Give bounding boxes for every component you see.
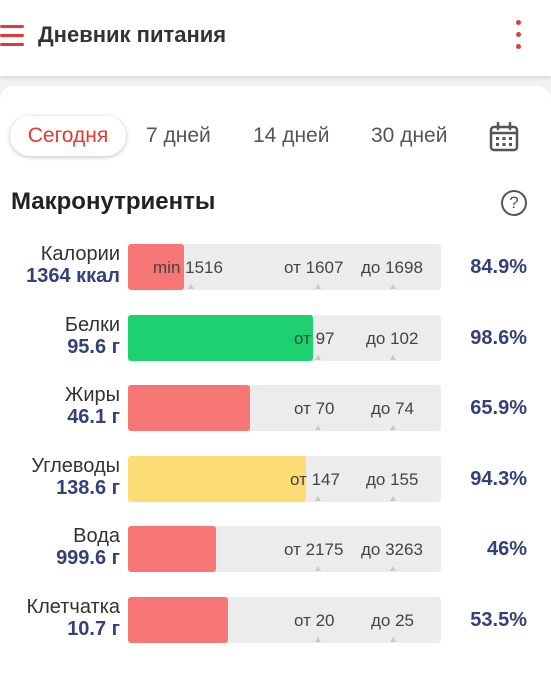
app-title: Дневник питания <box>38 22 227 47</box>
range-to-label: до 25 <box>371 611 415 630</box>
percent-label: 98.6% <box>470 327 527 349</box>
tab-14-days[interactable]: 14 дней <box>253 124 330 147</box>
calendar-icon[interactable] <box>488 121 520 153</box>
nutrient-row-carbs[interactable]: Углеводы 138.6 г от 147 до 155 94.3% <box>0 454 551 504</box>
to-marker <box>390 566 396 571</box>
tab-7-days[interactable]: 7 дней <box>146 124 211 147</box>
range-to-label: до 3263 <box>361 540 423 559</box>
nutrient-value: 1364 ккал <box>26 265 120 287</box>
range-from-label: от 97 <box>294 329 335 348</box>
progress-track: min 1516 от 1607 до 1698 <box>128 244 441 290</box>
progress-fill <box>128 315 313 361</box>
percent-label: 53.5% <box>470 609 527 631</box>
to-marker <box>390 355 396 360</box>
range-from-label: от 20 <box>294 611 335 630</box>
range-to-label: до 155 <box>366 470 419 489</box>
from-marker <box>315 425 321 430</box>
nutrient-row-calories[interactable]: Калории 1364 ккал min 1516 от 1607 до 16… <box>0 242 551 292</box>
tab-today[interactable]: Сегодня <box>10 116 126 156</box>
section-title: Макронутриенты <box>11 188 216 215</box>
nutrient-name: Жиры <box>64 384 120 406</box>
range-to-label: до 1698 <box>361 258 423 277</box>
nutrient-row-fiber[interactable]: Клетчатка 10.7 г от 20 до 25 53.5% <box>0 595 551 645</box>
range-to-label: до 74 <box>371 399 415 418</box>
percent-label: 84.9% <box>470 256 527 278</box>
progress-track: от 147 до 155 <box>128 456 441 502</box>
app-bar: Дневник питания <box>0 0 551 76</box>
from-marker <box>315 566 321 571</box>
progress-track: от 97 до 102 <box>128 315 441 361</box>
min-label: min 1516 <box>153 258 223 277</box>
nutrient-value: 999.6 г <box>56 547 120 569</box>
nutrient-name: Клетчатка <box>26 596 120 618</box>
from-marker <box>315 355 321 360</box>
nutrient-name: Белки <box>64 314 120 336</box>
progress-fill <box>128 456 306 502</box>
from-marker <box>315 284 321 289</box>
progress-track: от 70 до 74 <box>128 385 441 431</box>
nutrient-row-water[interactable]: Вода 999.6 г от 2175 до 3263 46% <box>0 524 551 574</box>
nutrient-name: Калории <box>40 243 120 265</box>
tab-30-days[interactable]: 30 дней <box>371 124 448 147</box>
from-marker <box>315 496 321 501</box>
nutrient-name: Углеводы <box>31 455 120 477</box>
to-marker <box>390 496 396 501</box>
nutrient-row-protein[interactable]: Белки 95.6 г от 97 до 102 98.6% <box>0 313 551 363</box>
range-to-label: до 102 <box>366 329 419 348</box>
to-marker <box>390 284 396 289</box>
help-icon[interactable]: ? <box>501 190 527 216</box>
macros-card <box>0 86 551 680</box>
progress-fill <box>128 597 228 643</box>
range-from-label: от 147 <box>290 470 340 489</box>
min-marker <box>188 284 194 289</box>
progress-fill <box>128 526 216 572</box>
percent-label: 46% <box>486 538 527 560</box>
nutrient-value: 95.6 г <box>67 336 120 358</box>
to-marker <box>390 425 396 430</box>
nutrient-value: 10.7 г <box>67 618 120 640</box>
nutrient-value: 46.1 г <box>67 406 120 428</box>
percent-label: 65.9% <box>470 397 527 419</box>
from-marker <box>315 637 321 642</box>
nutrient-name: Вода <box>73 525 120 547</box>
progress-fill <box>128 244 184 290</box>
range-from-label: от 1607 <box>284 258 344 277</box>
range-from-label: от 2175 <box>284 540 344 559</box>
progress-track: от 2175 до 3263 <box>128 526 441 572</box>
to-marker <box>390 637 396 642</box>
nutrient-row-fat[interactable]: Жиры 46.1 г от 70 до 74 65.9% <box>0 383 551 433</box>
nutrient-value: 138.6 г <box>56 477 120 499</box>
percent-label: 94.3% <box>470 468 527 490</box>
more-vertical-icon[interactable] <box>508 18 528 54</box>
range-from-label: от 70 <box>294 399 335 418</box>
hamburger-menu-icon[interactable] <box>0 24 26 48</box>
progress-fill <box>128 385 250 431</box>
progress-track: от 20 до 25 <box>128 597 441 643</box>
